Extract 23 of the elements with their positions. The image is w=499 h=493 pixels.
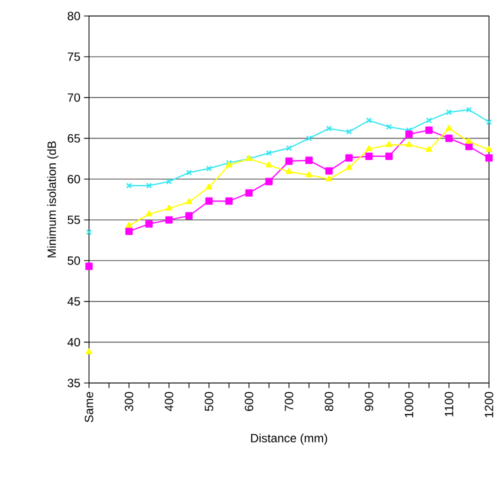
y-tick-label: 40 — [67, 338, 80, 346]
x-tick-label: 500 — [204, 392, 214, 411]
x-tick-label: 1200 — [484, 392, 494, 418]
x-axis-title: Distance (mm) — [251, 434, 328, 445]
y-tick-label: 45 — [67, 297, 80, 306]
y-tick-label: 60 — [68, 174, 80, 184]
x-tick-label: Same — [84, 392, 94, 422]
x-tick-label: 600 — [244, 392, 254, 411]
x-tick-label: 800 — [324, 392, 334, 411]
y-tick-label: 80 — [68, 12, 80, 20]
x-tick-label: 700 — [284, 392, 294, 411]
y-tick-label: 55 — [68, 216, 80, 224]
y-tick-label: 75 — [68, 52, 80, 61]
x-tick-label: 300 — [124, 392, 134, 411]
y-axis-title: Minimum isolation (dB — [47, 141, 58, 258]
x-tick-label: 900 — [364, 392, 374, 411]
y-tick-label: 65 — [68, 134, 80, 143]
y-tick-label: 50 — [68, 256, 80, 265]
x-tick-label: 1100 — [444, 392, 454, 416]
y-tick-label: 35 — [68, 378, 80, 388]
x-tick-label: 400 — [164, 392, 174, 412]
y-tick-label: 70 — [68, 93, 80, 102]
x-tick-label: 1000 — [404, 392, 414, 418]
